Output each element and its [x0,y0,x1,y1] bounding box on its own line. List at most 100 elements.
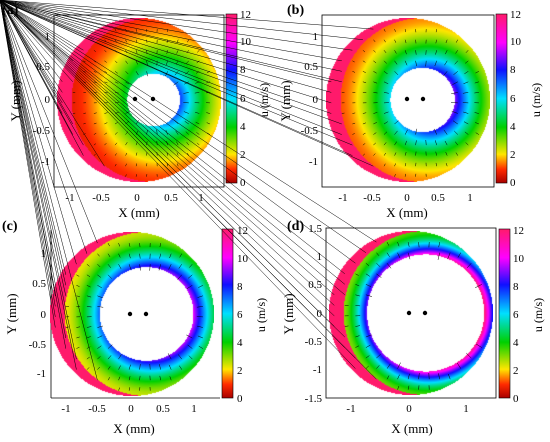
velocity-arrow [463,111,469,114]
velocity-arrow [97,366,100,370]
panel-b-x-axis-label: X (mm) [386,205,428,220]
velocity-arrow [196,132,200,135]
velocity-arrow [362,143,366,146]
velocity-arrow [135,50,138,54]
velocity-arrow [0,0,345,274]
velocity-arrow [135,152,138,156]
velocity-arrow [415,128,418,135]
velocity-arrow [97,274,102,278]
velocity-arrow [448,373,451,380]
velocity-arrow [114,142,118,146]
velocity-arrow [0,0,67,339]
panel-a-xtick: 0 [134,192,140,204]
panel-c-cbar-tick: 0 [237,393,243,405]
velocity-arrow [93,132,97,135]
velocity-arrow [125,163,127,167]
velocity-arrow [373,122,378,125]
velocity-arrow [186,334,193,339]
velocity-arrow [107,264,111,268]
velocity-arrow [135,174,137,177]
velocity-arrow [0,0,374,30]
velocity-arrow [165,60,168,66]
velocity-arrow [352,133,355,135]
velocity-arrow [177,274,182,280]
velocity-arrow [383,50,387,54]
velocity-arrow [465,142,469,146]
panel-a-cbar-tick: 8 [240,64,246,76]
panel-c-x-ticks: -1 -0.5 0 0.5 1 [61,403,196,415]
panel-d-cbar-tick: 8 [513,281,519,293]
velocity-arrow [128,253,131,259]
panel-c: (c) 1 0.5 0 -0.5 -1 -1 -0.5 0 0.5 1 X (m… [0,0,268,436]
velocity-arrow [404,163,407,167]
velocity-arrow [465,60,469,64]
velocity-arrow [0,0,63,93]
panel-c-colorbar-label: u (m/s) [254,298,268,332]
panel-d-y-ticks: 1.5 1 0.5 0 -0.5 -1 -1.5 [305,223,323,405]
velocity-arrow [97,264,101,268]
panel-b-ytick: -0.5 [301,125,319,137]
velocity-arrow [445,39,448,44]
panel-d-colorbar [498,228,511,399]
panel-b-y-ticks: 1 0.5 0 -0.5 -1 [301,31,319,168]
velocity-arrow [453,71,458,75]
velocity-arrow [397,362,401,369]
velocity-arrow [139,375,141,381]
velocity-arrow [445,152,448,156]
velocity-arrow [135,130,139,135]
panel-d-xtick: -1 [346,403,355,415]
panel-c-cbar-tick: 12 [237,225,248,237]
velocity-arrow [125,121,129,125]
velocity-arrow [373,132,377,135]
velocity-arrow [362,60,366,63]
panel-b-electrode-1 [404,96,410,102]
velocity-arrow [186,60,189,64]
velocity-arrow [435,50,437,55]
velocity-arrow [104,122,108,125]
panel-d-ytick: 0 [317,308,323,320]
velocity-arrow [206,122,211,125]
velocity-arrow [464,71,469,75]
velocity-arrow [76,326,81,328]
velocity-arrow [0,0,363,40]
panel-b-y-axis-label: Y (mm) [278,80,293,121]
velocity-arrow [176,141,179,146]
panel-b-label: (b) [287,3,304,18]
velocity-arrow [128,364,131,370]
velocity-arrow [125,60,128,64]
panel-b-cbar-tick: 0 [510,177,516,189]
panel-a-xtick: -0.5 [92,192,110,204]
velocity-arrow [195,121,200,125]
velocity-arrow [114,121,119,125]
velocity-arrow [0,0,335,327]
velocity-arrow [383,131,388,135]
velocity-arrow [135,39,138,43]
velocity-arrow [159,375,161,381]
velocity-arrow [0,0,335,317]
velocity-arrow [197,325,203,328]
velocity-arrow [0,0,56,307]
velocity-arrow [166,163,168,167]
panel-c-electrode-1 [127,311,133,317]
velocity-arrow [362,112,367,114]
velocity-arrow [93,50,96,52]
velocity-arrow [0,0,377,243]
panel-a-colorbar [225,13,238,184]
velocity-arrow [397,374,400,380]
panel-c-cbar-tick: 8 [237,281,243,293]
panel-a-ytick: -1 [41,156,50,168]
velocity-arrow [434,60,437,67]
panel-b-ytick: 1 [313,31,319,43]
velocity-arrow [383,92,389,94]
velocity-arrow [198,345,204,349]
velocity-arrow [93,71,97,73]
velocity-arrow [454,130,458,135]
velocity-arrow [394,29,396,32]
panel-c-electrode-2 [143,311,149,317]
velocity-arrow [93,122,97,125]
velocity-arrow [465,50,469,53]
panel-a-cbar-tick: 10 [240,36,252,48]
velocity-arrow [135,120,140,125]
panel-b-ytick: -1 [309,156,318,168]
velocity-arrow [362,50,366,53]
